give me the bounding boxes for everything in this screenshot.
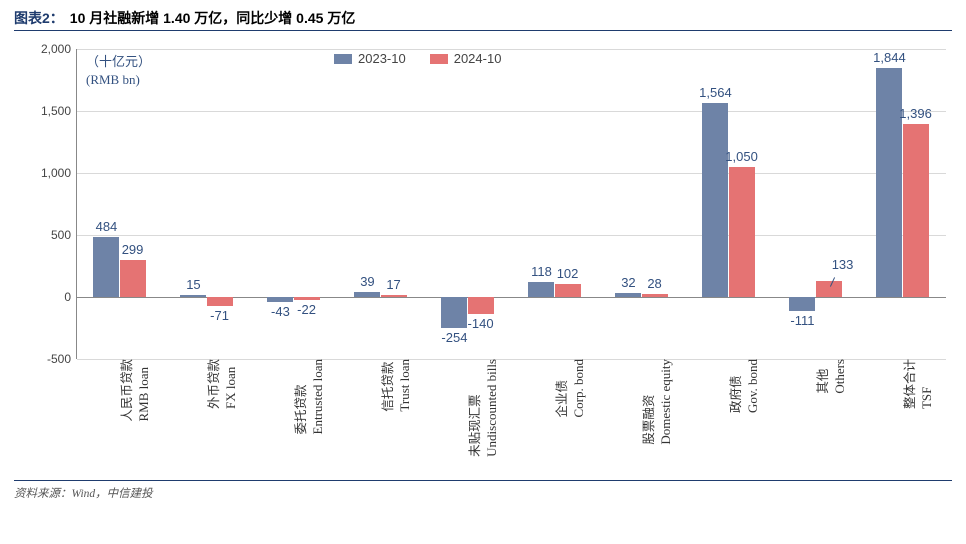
bar-value-label: -43: [271, 304, 290, 319]
bar-value-label: 32: [621, 275, 635, 290]
bar-value-label: -254: [441, 330, 467, 345]
bar-value-label: 39: [360, 274, 374, 289]
bar: [615, 293, 641, 297]
bar: [876, 68, 902, 297]
y-tick-label: 2,000: [41, 42, 77, 56]
y-tick-label: -500: [47, 352, 77, 366]
bar-value-label: 102: [557, 266, 579, 281]
bar-value-label: -140: [468, 316, 494, 331]
bar: [294, 297, 320, 300]
bar-value-label: 1,050: [725, 149, 758, 164]
bar-value-label: 1,396: [899, 106, 932, 121]
bar-value-label: -22: [297, 302, 316, 317]
source-line: 资料来源：Wind，中信建投: [14, 480, 952, 501]
y-tick-label: 500: [51, 228, 77, 242]
y-tick-label: 1,000: [41, 166, 77, 180]
category-label: 信托贷款Trust loan: [377, 359, 413, 412]
bar: [816, 281, 842, 297]
chart-area: （十亿元） (RMB bn) 2023-10 2024-10 -50005001…: [14, 31, 952, 503]
bar: [789, 297, 815, 311]
bar-value-label: 299: [122, 242, 144, 257]
bar: [93, 237, 119, 297]
chart-label: 图表2：: [14, 8, 64, 28]
bar-value-label: -111: [790, 313, 814, 328]
bar-value-label: 1,844: [873, 50, 906, 65]
bar: [120, 260, 146, 297]
bar-value-label: -71: [210, 308, 229, 323]
bar: [207, 297, 233, 306]
bar: [381, 295, 407, 297]
category-label: 整体合计TSF: [899, 359, 935, 409]
chart-title: 10 月社融新增 1.40 万亿，同比少增 0.45 万亿: [70, 8, 356, 28]
category-label: 未贴现汇票Undiscounted bills: [464, 359, 500, 457]
bar-value-label: 1,564: [699, 85, 732, 100]
bar: [354, 292, 380, 297]
category-label: 外币贷款FX loan: [203, 359, 239, 409]
category-label: 股票融资Domestic equity: [638, 359, 674, 445]
bar-value-label: 17: [386, 277, 400, 292]
bars-layer: 484299人民币贷款RMB loan15-71外币贷款FX loan-43-2…: [76, 49, 946, 359]
bar: [642, 294, 668, 297]
category-label: 其他Others: [812, 359, 848, 394]
bar: [267, 297, 293, 302]
bar-value-label: 484: [96, 219, 118, 234]
bar-value-label: 133: [832, 257, 854, 272]
bar: [468, 297, 494, 314]
bar: [180, 295, 206, 297]
bar-value-label: 118: [531, 264, 552, 279]
y-tick-label: 1,500: [41, 104, 77, 118]
chart-title-row: 图表2： 10 月社融新增 1.40 万亿，同比少增 0.45 万亿: [14, 4, 952, 31]
category-label: 人民币贷款RMB loan: [116, 359, 152, 422]
category-label: 企业债Corp. bond: [551, 359, 587, 418]
bar: [903, 124, 929, 297]
bar: [441, 297, 467, 328]
bar-value-label: 28: [647, 276, 661, 291]
bar-value-label: 15: [186, 277, 200, 292]
bar: [555, 284, 581, 297]
category-label: 政府债Gov. bond: [725, 359, 761, 413]
category-label: 委托贷款Entrusted loan: [290, 359, 326, 434]
bar: [702, 103, 728, 297]
bar: [528, 282, 554, 297]
bar: [729, 167, 755, 297]
